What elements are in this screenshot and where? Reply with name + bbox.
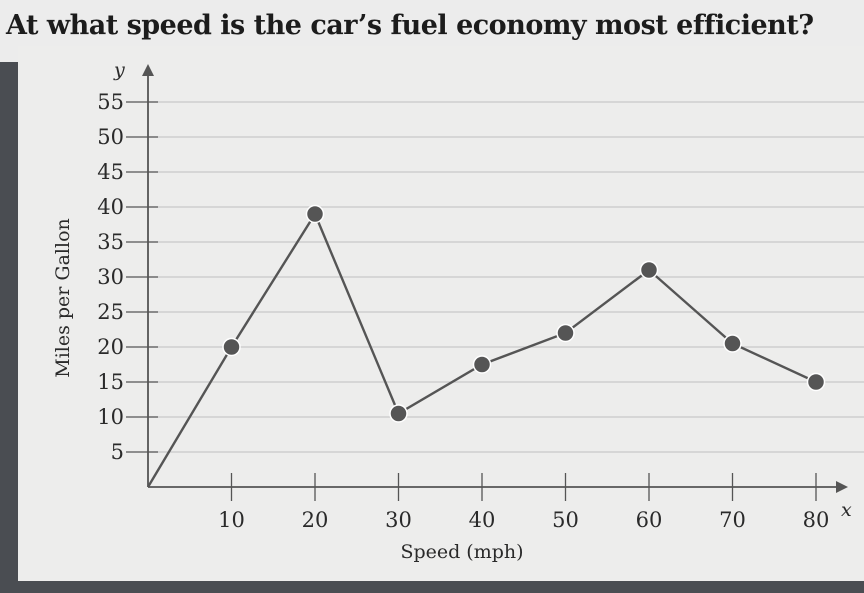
y-tick-label-30: 30 — [97, 265, 124, 289]
x-tick-label-30: 30 — [385, 508, 412, 532]
line-chart: 5 10 15 20 25 30 35 40 45 50 55 10 20 30 40 50 60 70 80 Sp… — [52, 59, 864, 563]
y-tick-label-55: 55 — [97, 90, 124, 114]
data-point-30 — [389, 404, 408, 423]
x-tick-label-20: 20 — [302, 508, 329, 532]
data-point-20 — [305, 204, 325, 224]
question-text: At what speed is the car’s fuel economy … — [6, 10, 814, 41]
x-axis-title: Speed (mph) — [400, 541, 523, 563]
data-point-50 — [556, 323, 575, 343]
x-axis-arrow — [836, 481, 848, 493]
y-axis-symbol: y — [113, 59, 125, 81]
y-axis-arrow — [142, 64, 154, 76]
data-point-40 — [472, 355, 492, 374]
data-point-60 — [639, 260, 659, 280]
x-axis-symbol: x — [841, 499, 852, 521]
x-tick-label-70: 70 — [719, 508, 746, 532]
series — [146, 204, 826, 488]
labels: Speed (mph) Miles per Gallon y x — [52, 59, 852, 563]
y-tick-label-40: 40 — [97, 195, 124, 219]
grid-lines — [148, 101, 864, 453]
y-tick-label-20: 20 — [97, 335, 124, 359]
data-point-80 — [806, 372, 826, 392]
y-tick-label-25: 25 — [97, 300, 124, 324]
series-line-0 — [146, 211, 817, 488]
x-tick-label-50: 50 — [552, 508, 579, 532]
data-point-70 — [723, 334, 742, 353]
y-tick-label-15: 15 — [97, 370, 124, 394]
y-tick-label-45: 45 — [97, 160, 124, 184]
y-axis-title: Miles per Gallon — [52, 218, 74, 378]
y-tick-label-35: 35 — [97, 230, 124, 254]
chart-card: 5 10 15 20 25 30 35 40 45 50 55 10 20 30 40 50 60 70 80 Sp… — [18, 46, 864, 581]
x-tick-label-40: 40 — [469, 508, 496, 532]
y-tick-label-10: 10 — [97, 405, 124, 429]
axes — [142, 64, 848, 493]
ticks: 5 10 15 20 25 30 35 40 45 50 55 10 20 30 40 50 60 70 80 — [97, 90, 829, 532]
y-tick-label-5: 5 — [111, 440, 124, 464]
x-tick-label-10: 10 — [218, 508, 245, 532]
y-tick-label-50: 50 — [97, 125, 124, 149]
data-point-10 — [222, 337, 241, 357]
x-tick-label-60: 60 — [636, 508, 663, 532]
x-tick-label-80: 80 — [803, 508, 830, 532]
